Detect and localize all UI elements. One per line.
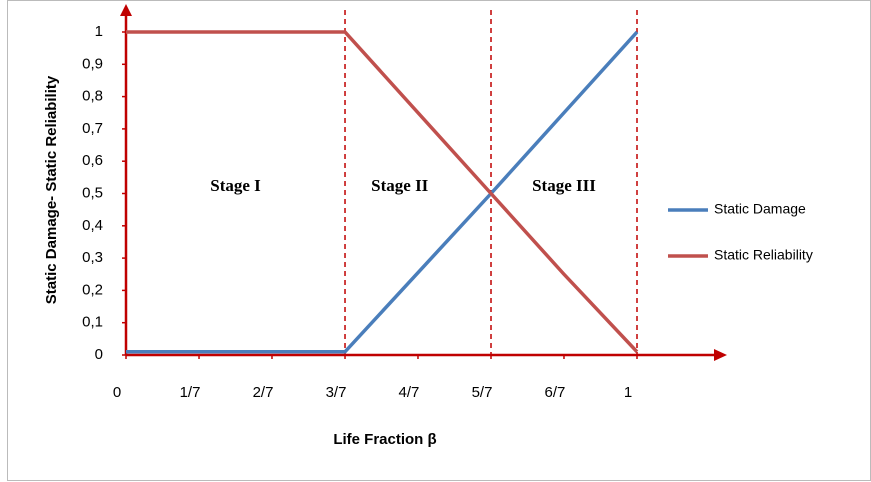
y-tick-label: 0,7: [82, 120, 103, 137]
y-tick-label: 0,3: [82, 249, 103, 266]
stage-label: Stage II: [371, 176, 429, 195]
y-tick-label: 0,2: [82, 281, 103, 298]
x-tick-label: 4/7: [399, 384, 420, 401]
y-tick-label: 0,8: [82, 88, 103, 105]
y-tick-label: 0,5: [82, 184, 103, 201]
x-tick-label: 3/7: [326, 384, 347, 401]
x-tick-label: 1/7: [180, 384, 201, 401]
x-tick-label: 1: [624, 384, 632, 401]
x-tick-label: 5/7: [472, 384, 493, 401]
x-axis-title: Life Fraction β: [333, 431, 436, 448]
y-tick-label: 0: [95, 346, 103, 363]
y-tick-label: 0,6: [82, 152, 103, 169]
y-axis-title: Static Damage- Static Reliability: [43, 75, 60, 304]
x-tick-label: 0: [113, 384, 121, 401]
legend-label: Static Reliability: [714, 247, 813, 263]
legend-label: Static Damage: [714, 201, 806, 217]
y-tick-label: 0,9: [82, 55, 103, 72]
frame: [7, 0, 871, 481]
series-line: [126, 30, 639, 353]
x-tick-label: 6/7: [545, 384, 566, 401]
y-tick-label: 0,4: [82, 217, 103, 234]
stage-label: Stage III: [532, 176, 596, 195]
stage-label: Stage I: [210, 176, 261, 195]
x-axis-arrow: [714, 349, 727, 361]
x-tick-label: 2/7: [253, 384, 274, 401]
y-axis-arrow: [120, 4, 132, 16]
y-tick-label: 0,1: [82, 314, 103, 331]
y-tick-label: 1: [95, 23, 103, 40]
